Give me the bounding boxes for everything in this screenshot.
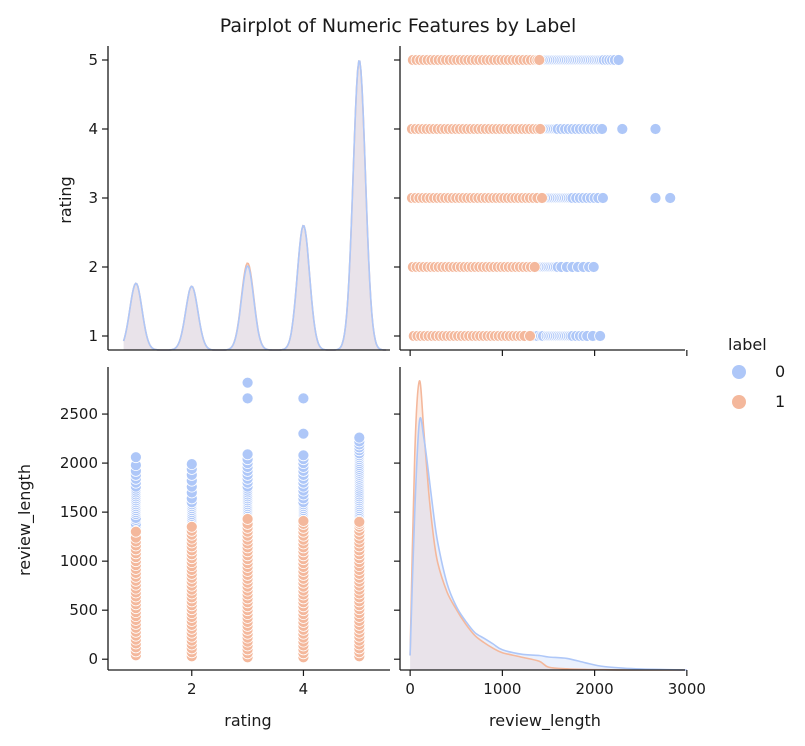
scatter-point-label1 <box>297 515 310 527</box>
x-tick-label: 3000 <box>668 680 706 698</box>
y-tick-label: 2 <box>88 258 98 276</box>
scatter-point-label1 <box>129 525 142 538</box>
density-fill-label-0 <box>410 417 687 670</box>
panel-review-length-vs-rating: 0 500 1000 1500 2000 2500 2 4 <box>60 367 390 698</box>
density-fill-label-1 <box>410 380 687 670</box>
scatter-point-label0 <box>612 54 625 66</box>
scatter-point-label0 <box>297 392 310 405</box>
scatter-point-label0 <box>664 192 677 204</box>
y-tick-label: 500 <box>69 601 98 619</box>
y-tick-label: 4 <box>88 120 98 138</box>
chart-title: Pairplot of Numeric Features by Label <box>220 15 577 37</box>
x-tick-label: 1000 <box>483 680 521 698</box>
legend-marker-label-1 <box>732 395 746 409</box>
scatter-point-label1 <box>536 192 548 204</box>
y-tick-label: 1 <box>88 327 98 345</box>
y-tick-label: 0 <box>88 650 98 668</box>
scatter-point-label0 <box>185 458 198 471</box>
scatter-point-label1 <box>353 516 366 528</box>
scatter-point-label0 <box>587 261 600 273</box>
density-line-label-0 <box>122 60 387 351</box>
scatter-point-label1 <box>533 54 546 66</box>
y-tick-label: 3 <box>88 189 98 207</box>
panel-rating-vs-review-length <box>394 46 688 356</box>
scatter-point-label1 <box>528 261 541 273</box>
panel-rating-density: 1 2 3 4 5 <box>88 46 390 351</box>
y-axis-label-review-length: review_length <box>15 464 35 576</box>
scatter-point-label0 <box>353 431 366 444</box>
y-tick-label: 2000 <box>60 454 98 472</box>
density-fill-label-1 <box>123 61 387 350</box>
scatter-point-label0 <box>241 448 254 461</box>
legend-entry-label-1: 1 <box>775 392 785 411</box>
legend: label 0 1 <box>728 335 785 411</box>
scatter-point-label1 <box>534 123 547 135</box>
scatter-point-label0 <box>297 427 310 440</box>
y-axis-label-rating: rating <box>56 176 75 223</box>
x-tick-label: 2 <box>187 680 197 698</box>
scatter-point-label0 <box>594 330 606 342</box>
panel-review-length-density: 0 1000 2000 3000 <box>394 367 706 698</box>
scatter-point-label0 <box>241 392 254 405</box>
scatter-point-label0 <box>597 192 609 204</box>
x-tick-label: 4 <box>299 680 309 698</box>
density-line-label-0 <box>409 417 687 671</box>
scatter-point-label0 <box>649 123 662 135</box>
y-tick-label: 5 <box>88 51 98 69</box>
scatter-point-label0 <box>129 451 142 464</box>
density-fill-label-0 <box>123 61 387 350</box>
scatter-point-label1 <box>524 330 536 342</box>
x-axis-label-review-length: review_length <box>489 711 601 731</box>
y-tick-label: 1500 <box>60 503 98 521</box>
x-axis-label-rating: rating <box>224 711 271 730</box>
scatter-point-label0 <box>649 192 662 204</box>
legend-marker-label-0 <box>732 365 746 379</box>
x-tick-label: 0 <box>405 680 415 698</box>
scatter-point-label0 <box>616 123 629 135</box>
legend-title: label <box>728 335 767 354</box>
y-tick-label: 1000 <box>60 552 98 570</box>
x-tick-label: 2000 <box>576 680 614 698</box>
scatter-point-label0 <box>596 123 608 135</box>
scatter-point-label0 <box>297 449 310 462</box>
legend-entry-label-0: 0 <box>775 362 785 381</box>
scatter-point-label0 <box>241 376 254 389</box>
y-tick-label: 2500 <box>60 405 98 423</box>
scatter-point-label1 <box>185 520 198 533</box>
scatter-point-label1 <box>241 513 254 525</box>
